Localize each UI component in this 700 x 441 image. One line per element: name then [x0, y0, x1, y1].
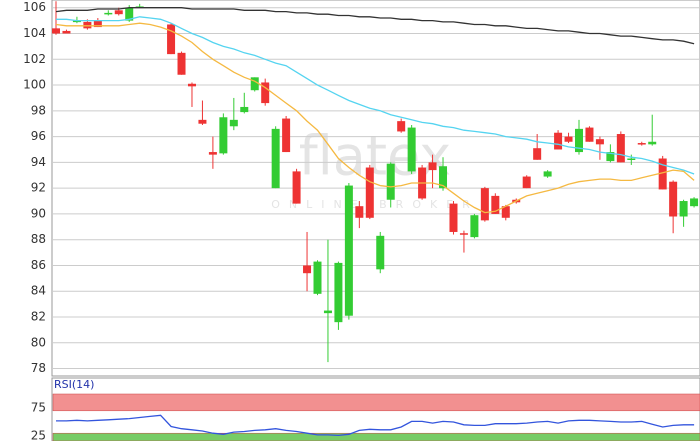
watermark: flatex [299, 125, 452, 188]
candle-body [595, 139, 604, 145]
y-tick-label: 102 [23, 52, 46, 66]
ma-line [55, 22, 695, 214]
candle-body [292, 171, 301, 204]
y-tick-label: 84 [31, 284, 46, 298]
candle-body [355, 206, 364, 218]
candle-body [52, 28, 60, 34]
candle-body [208, 152, 217, 155]
candle-body [533, 148, 542, 160]
rsi-band [52, 393, 700, 412]
y-tick-label: 80 [31, 335, 46, 349]
candle-body [365, 167, 374, 218]
y-tick-label: 94 [31, 155, 46, 169]
rsi-title: RSI(14) [54, 378, 94, 391]
y-tick-label: 96 [31, 129, 46, 143]
candle-body [648, 141, 657, 145]
candle-body [679, 201, 688, 217]
candle-body [480, 188, 489, 221]
candle-body [690, 198, 699, 207]
candle-body [522, 176, 531, 189]
candle-body [575, 128, 583, 153]
y-tick-label: 82 [31, 310, 46, 324]
candle-body [386, 163, 395, 200]
candle-body [428, 162, 437, 171]
candle-body [554, 132, 563, 150]
candle-body [250, 77, 259, 91]
candle-body [219, 117, 228, 154]
candle-body [585, 127, 594, 142]
candle-body [376, 235, 385, 270]
y-tick-label: 25 [31, 429, 46, 441]
candle-body [669, 181, 678, 217]
candle-body [439, 166, 448, 189]
candle-body [93, 20, 102, 28]
y-tick-label: 75 [31, 401, 46, 415]
candle-body [187, 83, 196, 87]
candle-body [606, 152, 615, 162]
candle-body [344, 185, 353, 316]
candle-body [271, 128, 280, 189]
y-tick-label: 98 [31, 103, 46, 117]
ma-line [56, 414, 695, 437]
candle-body [323, 310, 332, 314]
candle-body [303, 265, 312, 274]
candle-body [616, 134, 625, 163]
y-tick-label: 90 [31, 206, 46, 220]
y-tick-label: 104 [23, 26, 46, 40]
y-tick-label: 78 [31, 361, 46, 375]
candle-body [627, 158, 636, 161]
candle-body [62, 30, 71, 34]
rsi-band [52, 432, 700, 441]
candle-body [229, 119, 238, 127]
candle-body [125, 7, 134, 21]
y-tick-label: 106 [23, 0, 46, 14]
watermark-sub: ONLINE BROKER [271, 198, 479, 211]
y-tick-label: 92 [31, 181, 46, 195]
candle-body [334, 262, 343, 323]
candle-body [459, 233, 468, 235]
candle-body [72, 20, 81, 23]
candle-body [637, 143, 646, 145]
candle-body [198, 119, 207, 124]
candle-body [543, 171, 552, 177]
candle-body [313, 261, 322, 294]
y-tick-label: 86 [31, 258, 46, 272]
candle-body [177, 52, 186, 75]
candle-body [397, 121, 406, 132]
candle-body [449, 203, 458, 232]
y-tick-label: 100 [23, 78, 46, 92]
candle-body [658, 158, 667, 190]
candle-body [240, 106, 249, 113]
candle-body [501, 206, 510, 218]
candle-body [114, 10, 123, 15]
candle-body [282, 118, 291, 153]
candle-body [407, 127, 416, 172]
candle-body [104, 12, 113, 15]
ma-line [56, 16, 695, 175]
ma-line [55, 7, 695, 45]
candle-body [491, 195, 500, 214]
candle-body [470, 215, 479, 238]
y-tick-label: 88 [31, 232, 46, 246]
candle-body [261, 82, 270, 104]
candle-body [83, 21, 92, 29]
candle-body [564, 136, 573, 142]
candle-body [167, 24, 176, 55]
